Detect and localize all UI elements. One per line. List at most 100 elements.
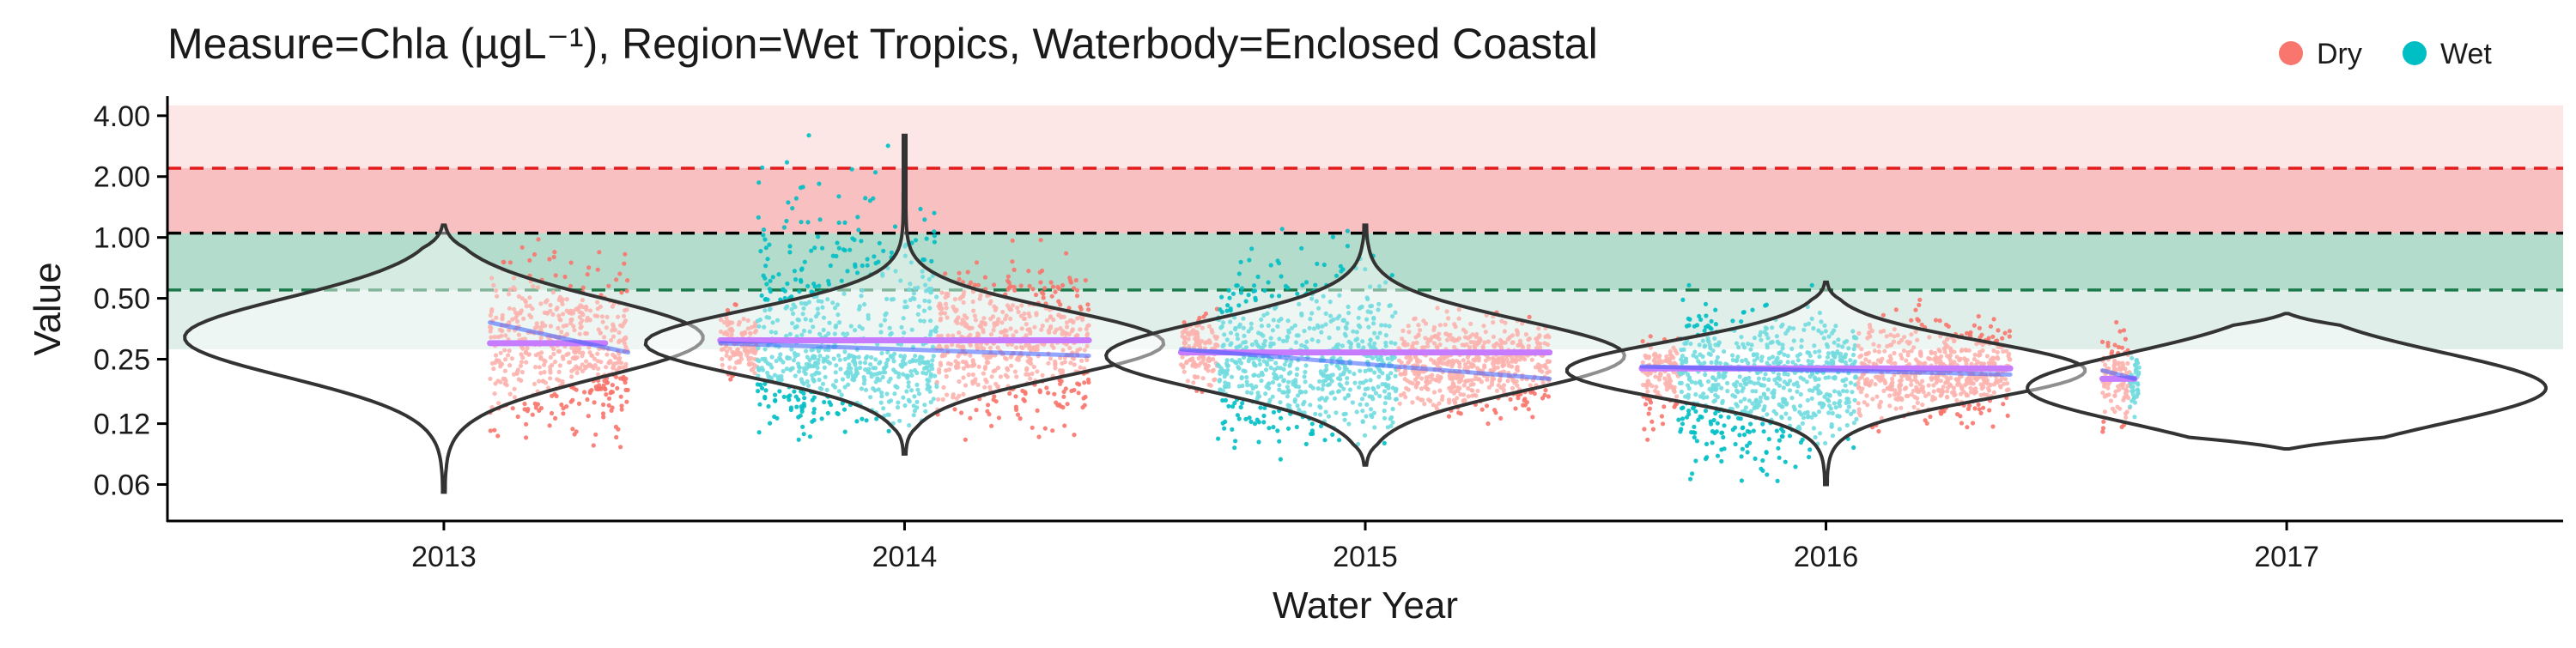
data-point [812,363,817,368]
data-point [817,181,822,186]
data-point [1709,421,1714,427]
data-point [826,331,831,336]
data-point [1038,280,1043,285]
data-point [560,379,565,384]
data-point [1485,421,1491,427]
data-point [1646,411,1651,416]
data-point [507,363,513,368]
y-ticks: 0.060.120.250.501.002.004.00 [94,100,167,502]
data-point [929,258,934,263]
data-point [902,305,908,310]
data-point [513,315,519,320]
data-point [752,371,757,376]
data-point [762,381,768,386]
data-point [1787,433,1793,439]
data-point [932,239,937,245]
data-point [550,393,555,398]
data-point [887,325,892,330]
data-point [524,421,529,427]
data-point [842,429,848,434]
data-point [1303,441,1309,447]
data-point [569,368,574,373]
data-point [986,403,991,408]
data-point [720,356,725,361]
data-point [557,363,562,368]
data-point [825,354,830,360]
data-point [781,225,787,230]
data-point [1313,282,1318,288]
data-point [1018,283,1024,288]
data-point [548,302,553,308]
data-point [790,321,795,326]
data-point [831,356,836,361]
data-point [763,263,769,269]
data-point [927,368,932,373]
data-point [845,331,850,336]
data-point [1238,290,1244,295]
data-point [810,419,815,424]
data-point [745,326,751,331]
data-point [932,229,937,234]
data-point [550,289,556,295]
data-point [556,325,561,330]
data-point [533,405,538,410]
data-point [1692,435,1697,440]
data-point [812,245,817,251]
data-point [595,300,600,305]
data-point [576,401,582,406]
data-point [520,346,526,351]
data-point [786,200,791,205]
data-point [1686,323,1692,328]
data-point [2000,336,2005,341]
data-point [787,244,793,249]
data-point [1271,425,1276,430]
data-point [764,315,769,320]
data-point [598,360,604,365]
data-point [595,267,600,272]
data-point [788,367,793,372]
data-point [2121,328,2127,333]
data-point [907,399,912,404]
data-point [592,313,598,318]
data-point [898,354,903,359]
data-point [860,288,865,293]
data-point [1010,259,1015,264]
data-point [593,432,598,437]
data-point [507,287,513,292]
data-point [759,385,765,391]
data-point [914,399,920,404]
data-point [875,376,880,381]
data-point [913,354,918,359]
data-point [725,331,730,336]
data-point [1023,390,1028,395]
data-point [516,294,522,299]
data-point [1967,331,1972,336]
data-point [1334,273,1340,278]
data-point [909,372,914,378]
legend-label-dry: Dry [2317,38,2362,70]
data-point [623,387,629,392]
data-point [1750,307,1755,312]
data-point [1946,324,1951,329]
data-point [500,316,505,321]
data-point [959,410,964,415]
data-point [805,383,811,388]
data-point [799,300,804,306]
data-point [548,354,553,360]
data-point [884,391,890,397]
data-point [2114,319,2119,325]
data-point [788,405,794,410]
data-point [1543,388,1548,393]
data-point [1704,441,1710,447]
data-point [488,312,493,318]
data-point [577,309,582,314]
data-point [1074,294,1080,299]
data-point [1977,325,1982,330]
y-tick-label: 1.00 [94,222,150,255]
data-point [1082,403,1087,408]
data-point [530,412,535,417]
data-point [1733,441,1738,447]
data-point [1278,457,1283,462]
data-point [1976,313,1981,319]
data-point [564,331,570,336]
